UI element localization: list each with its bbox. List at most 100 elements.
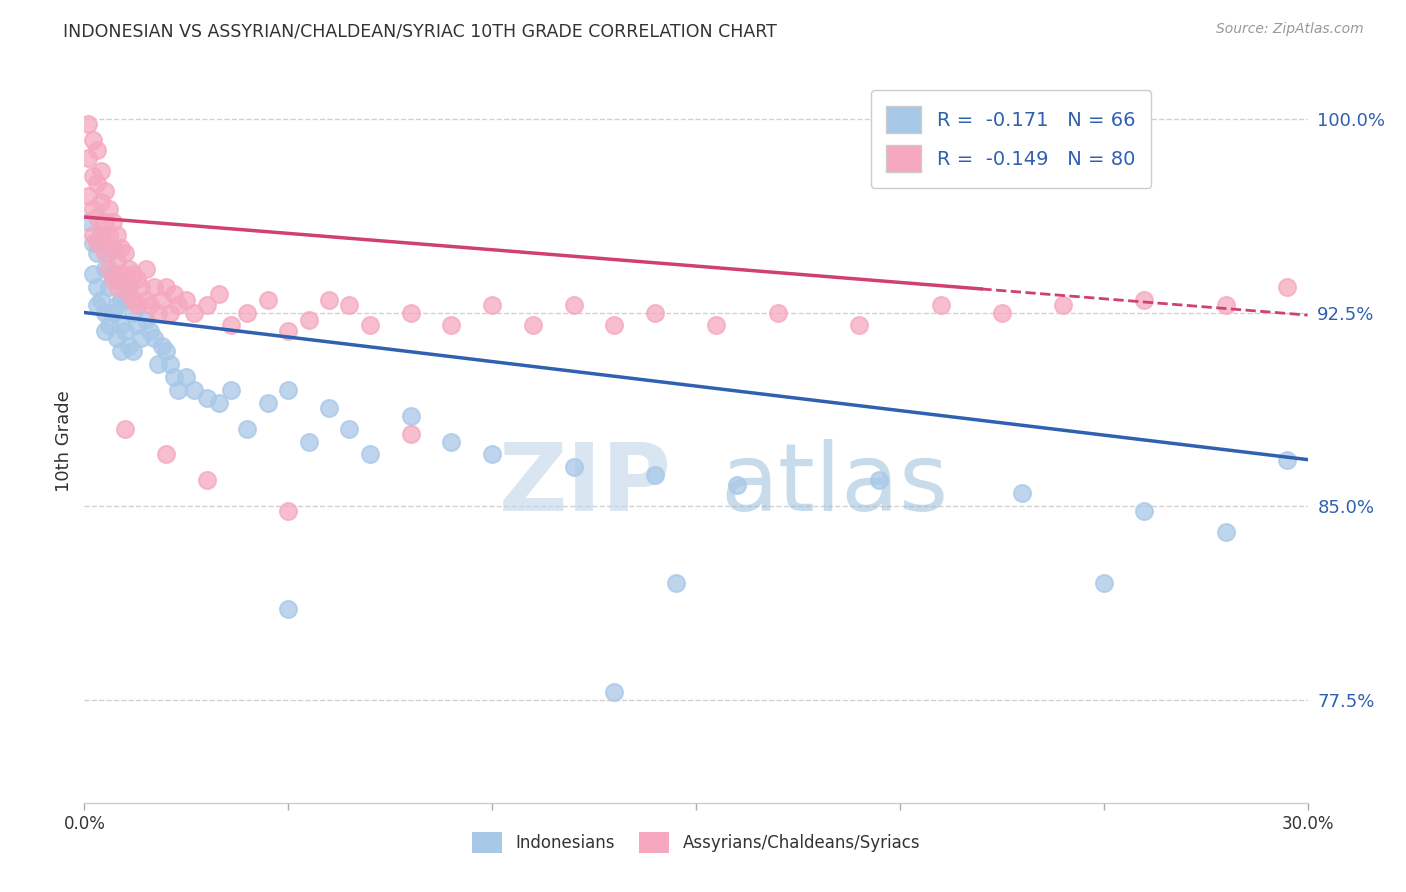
Point (1215, 298, 1237, 312)
Point (77, 117, 100, 131)
Point (155, 279, 177, 293)
Point (603, 318, 626, 333)
Point (277, 324, 299, 338)
Point (127, 318, 149, 333)
Point (86, 279, 108, 293)
Point (159, 357, 181, 371)
Point (105, 253, 128, 268)
Point (127, 298, 149, 312)
Y-axis label: 10th Grade: 10th Grade (55, 391, 73, 492)
Point (105, 272, 128, 286)
Point (97, 202, 120, 217)
Point (93, 261, 115, 276)
Point (167, 383, 190, 397)
Point (339, 422, 361, 436)
Point (359, 447, 381, 461)
Point (644, 305, 666, 319)
Point (440, 434, 463, 449)
Point (1277, 452, 1299, 467)
Point (122, 293, 145, 307)
Point (257, 293, 280, 307)
Point (105, 279, 128, 293)
Point (138, 324, 160, 338)
Point (1133, 293, 1156, 307)
Text: ZIP: ZIP (499, 439, 672, 531)
Point (114, 324, 136, 338)
Point (86, 210, 108, 224)
Point (991, 305, 1014, 319)
Point (101, 272, 124, 286)
Point (1277, 279, 1299, 293)
Point (208, 396, 231, 410)
Point (82, 202, 104, 217)
Point (86, 177, 108, 191)
Point (208, 287, 231, 301)
Point (97, 228, 120, 243)
Point (97, 318, 120, 333)
Point (118, 287, 141, 301)
Point (86, 235, 108, 250)
Point (131, 279, 153, 293)
Point (183, 383, 205, 397)
Point (90, 293, 112, 307)
Point (195, 473, 218, 487)
Point (114, 293, 136, 307)
Point (167, 298, 190, 312)
Point (135, 293, 157, 307)
Point (82, 235, 104, 250)
Point (86, 143, 108, 157)
Point (146, 357, 169, 371)
Point (318, 293, 340, 307)
Point (1215, 524, 1237, 539)
Point (127, 272, 149, 286)
Point (174, 370, 197, 384)
Point (82, 169, 104, 183)
Point (399, 409, 422, 423)
Point (82, 133, 104, 147)
Point (277, 504, 299, 518)
Point (236, 422, 259, 436)
Point (77, 151, 100, 165)
Point (110, 267, 132, 281)
Point (110, 318, 132, 333)
Point (105, 331, 128, 345)
Point (110, 344, 132, 359)
Point (1092, 576, 1115, 591)
Point (118, 261, 141, 276)
Point (82, 228, 104, 243)
Point (131, 331, 153, 345)
Point (644, 468, 666, 483)
Point (114, 422, 136, 436)
Point (399, 305, 422, 319)
Text: Source: ZipAtlas.com: Source: ZipAtlas.com (1216, 22, 1364, 37)
Point (219, 318, 242, 333)
Point (142, 279, 165, 293)
Point (318, 401, 340, 415)
Point (848, 318, 870, 333)
Point (562, 298, 585, 312)
Point (93, 324, 115, 338)
Point (298, 434, 321, 449)
Point (163, 287, 186, 301)
Point (766, 305, 789, 319)
Point (122, 267, 145, 281)
Point (122, 305, 145, 319)
Point (146, 305, 169, 319)
Point (359, 318, 381, 333)
Point (277, 602, 299, 616)
Point (101, 241, 124, 255)
Text: INDONESIAN VS ASSYRIAN/CHALDEAN/SYRIAC 10TH GRADE CORRELATION CHART: INDONESIAN VS ASSYRIAN/CHALDEAN/SYRIAC 1… (63, 22, 778, 40)
Legend: Indonesians, Assyrians/Chaldeans/Syriacs: Indonesians, Assyrians/Chaldeans/Syriacs (465, 826, 927, 860)
Point (339, 298, 361, 312)
Point (183, 305, 205, 319)
Point (86, 298, 108, 312)
Point (155, 447, 177, 461)
Point (101, 215, 124, 229)
Point (90, 228, 112, 243)
Point (82, 267, 104, 281)
Point (1011, 486, 1033, 500)
Point (138, 298, 160, 312)
Point (725, 478, 748, 492)
Point (101, 305, 124, 319)
Point (86, 246, 108, 260)
